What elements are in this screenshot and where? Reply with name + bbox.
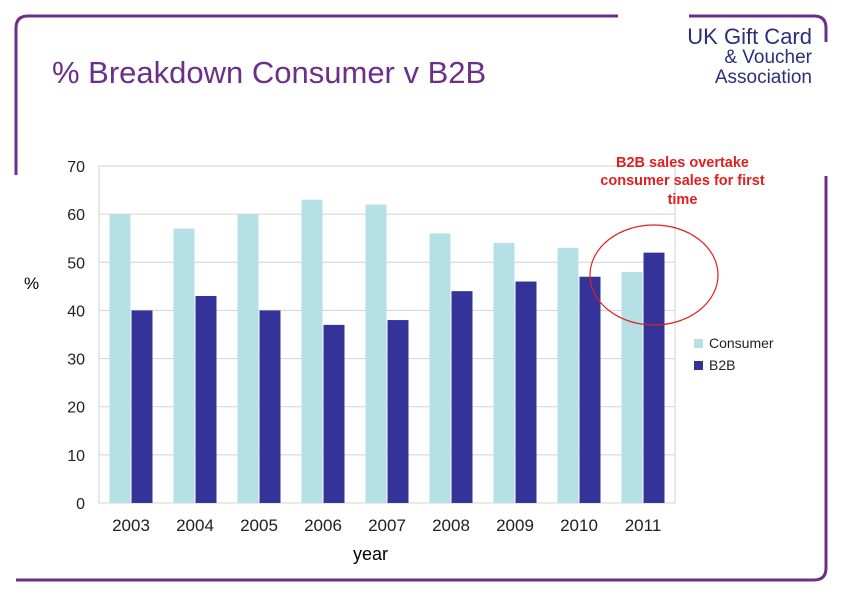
slide-title: % Breakdown Consumer v B2B [52,55,487,90]
bar-b2b-2008 [451,291,473,503]
bar-consumer-2004 [173,228,195,504]
association-logo: UK Gift Card & Voucher Association [662,24,812,88]
x-tick-label: 2009 [496,516,534,535]
legend: Consumer B2B [694,332,774,376]
y-tick-label: 70 [67,159,85,176]
x-axis-label: year [353,544,389,564]
x-tick-label: 2004 [176,516,214,535]
bar-consumer-2003 [109,214,131,503]
y-tick-label: 30 [67,352,85,369]
y-tick-label: 40 [67,303,85,320]
y-axis-label: % [24,274,40,293]
y-tick-label: 0 [76,496,85,513]
bar-consumer-2010 [557,247,579,503]
y-tick-label: 60 [67,207,85,224]
x-tick-label: 2006 [304,516,342,535]
x-tick-label: 2010 [560,516,598,535]
legend-item-b2b: B2B [694,354,774,376]
bar-consumer-2008 [429,233,451,503]
bar-consumer-2006 [301,199,323,503]
bar-consumer-2009 [493,243,515,503]
bar-consumer-2011 [621,271,643,503]
bar-b2b-2009 [515,281,537,503]
legend-label-b2b: B2B [709,357,736,373]
bar-b2b-2004 [195,295,217,503]
legend-label-consumer: Consumer [709,335,774,351]
annotation-circle [589,224,719,326]
bar-b2b-2006 [323,324,345,503]
y-tick-label: 50 [67,255,85,272]
bar-consumer-2005 [237,214,259,503]
legend-swatch-b2b [694,360,703,370]
bar-b2b-2003 [131,310,153,503]
bar-b2b-2007 [387,320,409,503]
x-tick-label: 2005 [240,516,278,535]
y-tick-label: 20 [67,400,85,417]
bar-b2b-2010 [579,276,601,503]
x-tick-label: 2008 [432,516,470,535]
legend-swatch-consumer [694,338,703,348]
bar-b2b-2005 [259,310,281,503]
legend-item-consumer: Consumer [694,332,774,354]
chart-annotation: B2B sales overtake consumer sales for fi… [600,155,765,208]
x-tick-label: 2003 [112,516,150,535]
x-tick-label: 2007 [368,516,406,535]
bar-b2b-2011 [643,252,665,503]
logo-line-1: UK Gift Card [687,24,812,49]
logo-line-3: Association [714,66,812,88]
x-tick-label: 2011 [625,516,662,535]
logo-line-2: & Voucher [724,47,812,69]
bar-consumer-2007 [365,204,387,503]
y-tick-label: 10 [67,448,85,465]
